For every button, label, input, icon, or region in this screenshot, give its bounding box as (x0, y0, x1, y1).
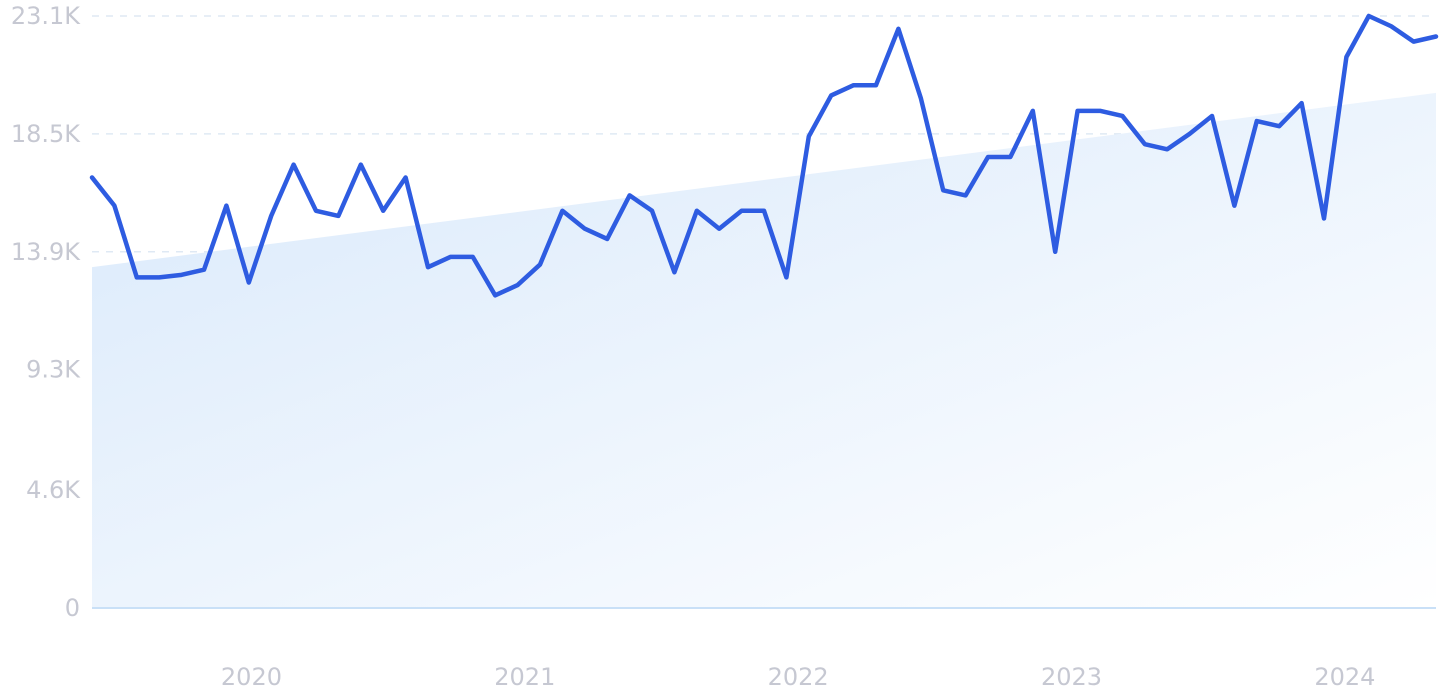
data-point (649, 208, 655, 214)
x-tick-label: 2022 (768, 663, 829, 691)
x-tick-label: 2024 (1314, 663, 1375, 691)
data-point (582, 226, 588, 232)
data-point (223, 203, 229, 209)
data-point (1254, 118, 1260, 124)
data-point (1209, 113, 1215, 119)
data-point (1299, 100, 1305, 106)
data-point (828, 92, 834, 98)
series-line (89, 13, 1439, 298)
data-point (179, 272, 185, 278)
data-point (1075, 108, 1081, 114)
data-point (694, 208, 700, 214)
data-point (1142, 141, 1148, 147)
data-point (1052, 249, 1058, 255)
data-point (739, 208, 745, 214)
x-tick-label: 2021 (494, 663, 555, 691)
data-point (671, 269, 677, 275)
y-tick-label: 23.1K (11, 2, 81, 30)
data-point (515, 282, 521, 288)
y-tick-label: 9.3K (26, 356, 81, 384)
y-tick-label: 13.9K (11, 238, 81, 266)
data-point (783, 274, 789, 280)
data-point (358, 162, 364, 168)
y-tick-label: 18.5K (11, 120, 81, 148)
data-point (940, 187, 946, 193)
series-group (89, 13, 1439, 298)
data-point (1388, 23, 1394, 29)
data-point (134, 274, 140, 280)
data-point (1119, 113, 1125, 119)
data-point (291, 162, 297, 168)
data-point (537, 262, 543, 268)
data-point (1164, 146, 1170, 152)
data-point (963, 192, 969, 198)
data-point (492, 292, 498, 298)
trend-area (92, 92, 1436, 608)
data-point (1007, 154, 1013, 160)
data-point (1276, 123, 1282, 129)
data-point (335, 213, 341, 219)
data-point (559, 208, 565, 214)
data-point (111, 203, 117, 209)
data-point (895, 26, 901, 32)
data-point (851, 82, 857, 88)
data-point (447, 254, 453, 260)
data-point (1030, 108, 1036, 114)
data-point (985, 154, 991, 160)
data-point (761, 208, 767, 214)
data-point (425, 264, 431, 270)
data-point (313, 208, 319, 214)
data-point (403, 174, 409, 180)
y-tick-label: 4.6K (26, 476, 81, 504)
data-point (1187, 131, 1193, 137)
data-point (1321, 215, 1327, 221)
data-point (1097, 108, 1103, 114)
data-point (1433, 34, 1439, 40)
data-point (268, 213, 274, 219)
data-point (1231, 203, 1237, 209)
data-point (873, 82, 879, 88)
data-point (1366, 13, 1372, 19)
data-point (716, 226, 722, 232)
data-point (918, 95, 924, 101)
y-tick-label: 0 (65, 594, 80, 622)
data-point (806, 133, 812, 139)
data-point (604, 236, 610, 242)
data-point (1343, 54, 1349, 60)
data-point (380, 208, 386, 214)
data-point (1411, 39, 1417, 45)
x-axis-tick-labels: 2020 2021 2022 2023 2024 (221, 663, 1376, 691)
data-point (246, 280, 252, 286)
x-tick-label: 2023 (1041, 663, 1102, 691)
y-axis-tick-labels: 0 4.6K 9.3K 13.9K 18.5K 23.1K (11, 2, 81, 622)
data-point (89, 174, 95, 180)
data-point (627, 192, 633, 198)
data-point (470, 254, 476, 260)
data-point (156, 274, 162, 280)
x-tick-label: 2020 (221, 663, 282, 691)
data-point (201, 267, 207, 273)
